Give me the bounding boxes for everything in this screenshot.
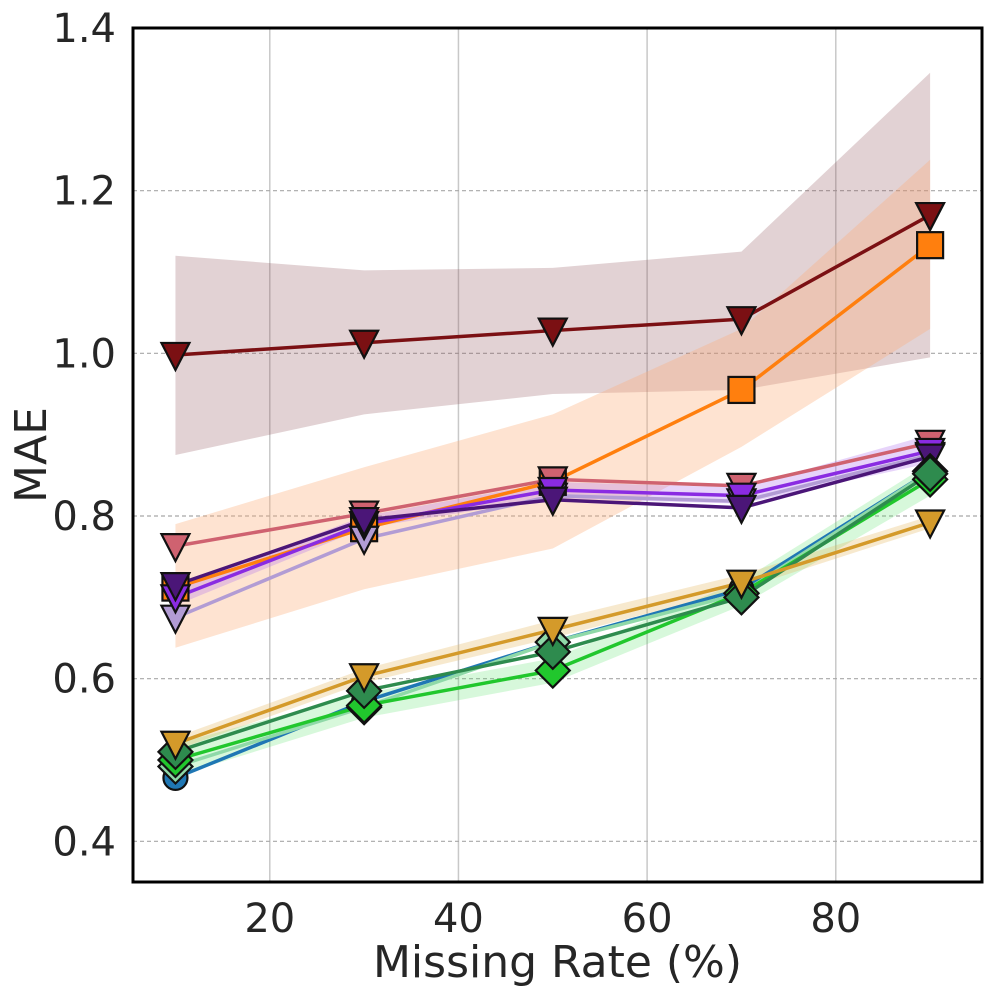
data-point-j <box>534 633 572 671</box>
data-point-f <box>536 486 569 518</box>
y-tick-label: 1.0 <box>52 331 116 377</box>
data-point-j <box>911 455 949 493</box>
data-point-a <box>914 201 946 233</box>
data-point-k <box>914 509 946 540</box>
x-tick-label: 60 <box>622 896 673 942</box>
x-tick-label: 40 <box>433 896 484 942</box>
data-point-a <box>159 341 192 373</box>
data-point-k <box>159 730 192 762</box>
y-axis-label: MAE <box>6 407 57 503</box>
data-point-f <box>725 494 758 526</box>
data-point-a <box>536 317 569 348</box>
data-point-c <box>159 532 192 564</box>
data-point-a <box>348 329 380 361</box>
grid-lines <box>133 27 982 882</box>
series-markers <box>156 201 949 791</box>
x-tick-labels: 20 40 60 80 <box>244 896 861 942</box>
x-axis-label: Missing Rate (%) <box>373 937 742 988</box>
plot-frame <box>131 26 984 884</box>
data-point-k <box>536 616 569 648</box>
y-tick-label: 0.8 <box>52 494 116 540</box>
data-point-b <box>727 375 756 405</box>
data-point-a <box>725 306 758 337</box>
y-tick-label: 0.6 <box>52 657 116 703</box>
data-point-k <box>348 663 380 694</box>
y-tick-labels: 0.4 0.6 0.8 1.0 1.2 1.4 <box>52 6 116 865</box>
data-point-b <box>916 231 945 260</box>
y-tick-label: 1.2 <box>52 169 116 215</box>
x-tick-label: 80 <box>810 896 861 942</box>
y-tick-label: 0.4 <box>52 819 116 865</box>
data-point-k <box>725 569 758 601</box>
x-tick-label: 20 <box>244 896 295 942</box>
data-point-f <box>348 506 380 538</box>
y-tick-label: 1.4 <box>52 6 116 52</box>
data-point-i <box>534 651 572 690</box>
data-point-f <box>159 572 192 603</box>
